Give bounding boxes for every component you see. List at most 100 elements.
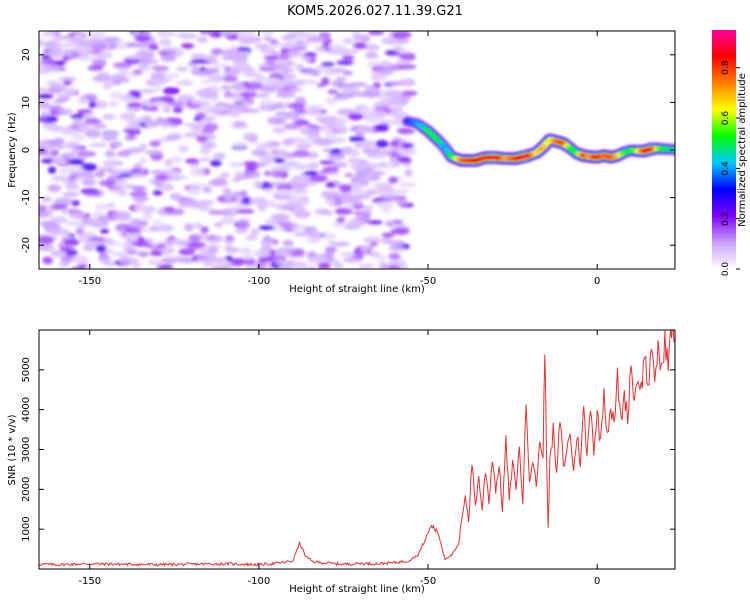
y-tick-label: 5000 — [21, 357, 32, 382]
spectrogram-noise-cell — [128, 257, 139, 264]
spectrogram-noise-cell — [334, 119, 344, 128]
spectrogram-noise-cell — [280, 56, 289, 61]
spectrogram-noise-cell — [128, 90, 141, 95]
spectrogram-noise-cell — [269, 77, 278, 84]
spectrogram-noise-cell — [265, 219, 275, 225]
spectrogram-noise-cell — [87, 221, 106, 228]
spectrogram-noise-cell — [292, 149, 310, 158]
spectrogram-noise-cell — [64, 40, 75, 48]
spectrogram-noise-cell — [275, 259, 291, 266]
spectrogram-noise-cell — [372, 170, 386, 176]
spectrogram-noise-cell — [111, 141, 123, 148]
spectrogram-noise-cell — [236, 208, 255, 214]
spectrogram-noise-cell — [188, 234, 201, 243]
spectrogram-noise-cell — [396, 147, 407, 156]
spectrogram-y-axis: -20 -10 0 10 20 — [21, 48, 675, 253]
spectrogram-noise-cell — [332, 137, 347, 143]
spectrogram-noise-cell — [376, 68, 394, 75]
spectrogram-noise-cell — [361, 37, 370, 43]
spectrogram-noise-cell — [126, 119, 146, 124]
spectrogram-noise-cell — [201, 68, 221, 73]
spectrogram-noise-cell — [282, 239, 294, 247]
spectrogram-noise-cell — [369, 241, 378, 247]
spectrogram-noise-cell — [266, 116, 284, 125]
spectrogram-noise-cell — [347, 220, 363, 226]
spectrogram-noise-cell — [200, 226, 209, 234]
spectrogram-noise-cell — [200, 79, 213, 84]
y-tick-label: -20 — [21, 237, 32, 253]
spectrogram-noise-cell — [81, 179, 97, 186]
spectrogram-noise-cell — [277, 88, 296, 95]
spectrogram-noise-cell — [395, 198, 409, 206]
spectrogram-noise-cell — [98, 179, 116, 187]
spectrogram-noise-cell — [72, 118, 82, 126]
spectrogram-noise-cell — [348, 136, 366, 142]
spectrogram-noise-cell — [306, 104, 324, 109]
y-tick-label: 0 — [21, 147, 32, 153]
spectrogram-noise-cell — [116, 78, 131, 83]
spectrogram-noise-cell — [297, 140, 316, 146]
spectrogram-noise-cell — [203, 261, 212, 268]
spectrogram-noise-cell — [388, 253, 401, 260]
chart-title: KOM5.2026.027.11.39.G21 — [287, 4, 463, 19]
spectrogram-noise-cell — [152, 154, 163, 160]
spectrogram-noise-cell — [72, 254, 87, 263]
spectrogram-noise-cell — [208, 178, 228, 187]
spectrogram-noise-cell — [238, 36, 256, 45]
spectrogram-noise-cell — [107, 202, 116, 208]
spectrogram-noise-cell — [352, 204, 364, 210]
spectrogram-xlabel: Height of straight line (km) — [289, 284, 425, 295]
spectrogram-noise-cell — [125, 226, 141, 234]
spectrogram-noise-cell — [286, 31, 307, 39]
spectrogram-noise-cell — [51, 156, 67, 166]
spectrogram-noise-cell — [65, 183, 80, 191]
spectrogram-noise-cell — [287, 103, 307, 109]
spectrogram-noise-cell — [383, 81, 404, 86]
spectrogram-noise-cell — [39, 87, 52, 93]
spectrogram-noise-cell — [133, 194, 148, 204]
spectrogram-noise-cell — [332, 94, 349, 101]
spectrogram-noise-cell — [249, 196, 268, 206]
spectrogram-noise-cell — [125, 231, 140, 240]
spectrogram-noise-cell — [205, 134, 217, 140]
x-tick-label: -100 — [248, 276, 271, 287]
spectrogram-noise-cell — [274, 111, 291, 117]
spectrogram-noise-cell — [259, 67, 276, 72]
spectrogram-noise-cell — [340, 251, 355, 257]
spectrogram-noise-cell — [293, 231, 310, 237]
spectrogram-noise-cell — [64, 50, 73, 57]
spectrogram-noise-cell — [304, 170, 319, 176]
spectrogram-noise-cell — [162, 105, 171, 114]
spectrogram-noise-cell — [220, 75, 238, 82]
spectrogram-noise-cell — [283, 123, 302, 130]
spectrogram-noise-cell — [109, 172, 118, 180]
spectrogram-noise-cell — [158, 38, 172, 46]
spectrogram-noise-cell — [163, 206, 176, 212]
spectrogram-noise-cell — [375, 139, 389, 149]
spectrogram-noise-cell — [258, 225, 275, 231]
spectrogram-noise-cell — [238, 247, 253, 255]
spectrogram-noise-cell — [43, 124, 63, 131]
spectrogram-noise-cell — [231, 258, 245, 267]
spectrogram-noise-cell — [149, 140, 161, 147]
spectrogram-noise-cell — [132, 185, 147, 192]
spectrogram-noise-cell — [252, 180, 263, 189]
spectrogram-noise-cell — [83, 190, 102, 197]
spectrogram-noise-cell — [139, 158, 148, 163]
spectrogram-noise-cell — [365, 115, 384, 124]
spectrogram-noise-cell — [244, 264, 257, 269]
spectrogram-noise-cell — [170, 175, 189, 180]
spectrogram-noise-cell — [104, 131, 119, 137]
spectrogram-noise-cell — [235, 223, 251, 229]
spectrogram-noise-cell — [208, 256, 228, 263]
spectrogram-noise-cell — [378, 263, 390, 269]
spectrogram-noise-cell — [222, 187, 232, 195]
spectrogram-noise-cell — [254, 93, 271, 98]
spectrogram-noise-cell — [320, 190, 340, 199]
spectrogram-noise-cell — [279, 80, 288, 87]
spectrogram-noise-cell — [388, 259, 407, 265]
spectrogram-noise-cell — [232, 95, 245, 103]
spectrogram-noise-cell — [190, 183, 209, 188]
spectrogram-noise-cell — [330, 47, 349, 55]
spectrogram-noise-cell — [259, 239, 276, 247]
